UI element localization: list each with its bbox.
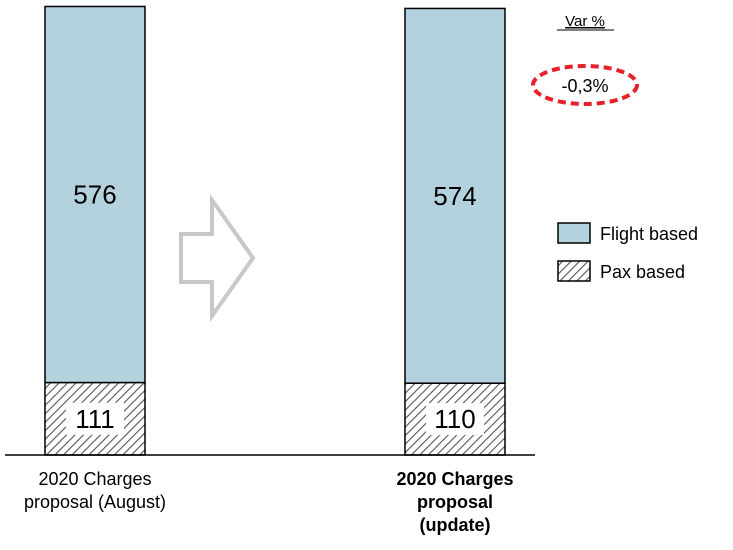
bar-segment-flight-based bbox=[404, 7, 506, 384]
segment-value-label: 111 bbox=[75, 404, 115, 434]
legend-label: Pax based bbox=[600, 262, 685, 282]
segment-value-label: 574 bbox=[433, 181, 476, 211]
right-arrow-outline-icon bbox=[179, 193, 256, 323]
segment-label-background bbox=[66, 402, 124, 435]
legend-label: Flight based bbox=[600, 224, 698, 244]
bar-total-label: 684 bbox=[434, 0, 476, 2]
segment-value-label: 110 bbox=[434, 404, 475, 434]
segment-value-label: 576 bbox=[73, 180, 116, 210]
variation-header: Var % bbox=[565, 13, 605, 30]
category-label: 2020 Charges proposal (August) bbox=[24, 469, 166, 512]
variation-value: -0,3% bbox=[561, 76, 608, 96]
legend: Flight based Pax based bbox=[557, 222, 698, 282]
category-labels: 2020 Charges proposal (August) 2020 Charge… bbox=[24, 469, 514, 535]
bar-segment-flight-based bbox=[44, 5, 146, 384]
legend-swatch-pax-based bbox=[557, 260, 591, 282]
bars-layer: 111576687110574684 bbox=[44, 0, 506, 456]
variation-highlight-ellipse bbox=[531, 64, 639, 106]
category-label: 2020 Charges proposal (update) bbox=[396, 469, 513, 535]
legend-swatch-flight-based bbox=[557, 222, 591, 244]
segment-label-background bbox=[426, 403, 484, 436]
